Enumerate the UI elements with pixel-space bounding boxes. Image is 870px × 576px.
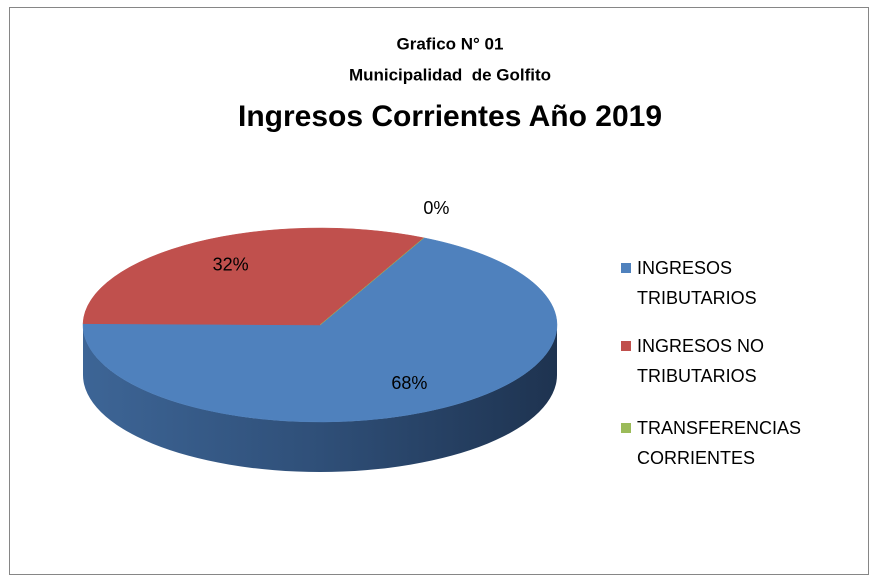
slice-side (83, 325, 557, 472)
chart-subtitle: Municipalidad de Golfito (349, 65, 551, 84)
legend-label: INGRESOS NO TRIBUTARIOS (637, 336, 765, 386)
legend-item: TRANSFERENCIAS CORRIENTES (637, 418, 802, 468)
slice (82, 227, 425, 326)
data-label: 0% (423, 198, 449, 218)
legend-label: TRANSFERENCIAS CORRIENTES (637, 418, 802, 468)
legend-swatch (621, 263, 631, 273)
legend-swatch (621, 423, 631, 433)
data-label: 68% (391, 373, 427, 393)
legend-label: INGRESOS TRIBUTARIOS (637, 258, 757, 308)
slice (82, 237, 558, 423)
legend-item: INGRESOS TRIBUTARIOS (637, 258, 757, 308)
chart-title: Grafico N° 01 (397, 34, 504, 53)
chart-main-title: Ingresos Corrientes Año 2019 (238, 100, 662, 133)
legend-swatch (621, 341, 631, 351)
legend-item: INGRESOS NO TRIBUTARIOS (637, 336, 765, 386)
data-label: 32% (213, 254, 249, 274)
